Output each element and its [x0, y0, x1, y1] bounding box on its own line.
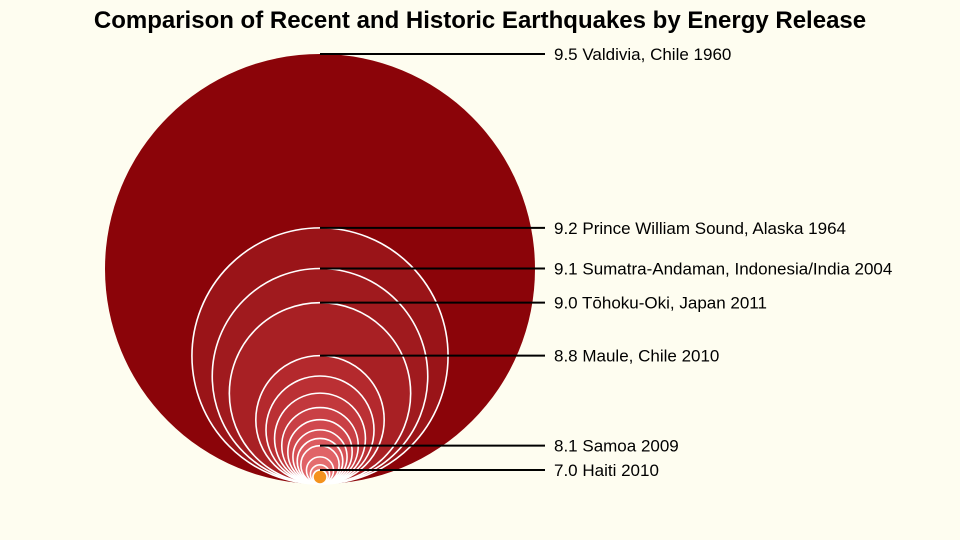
label-8-1-samoa-2009: 8.1 Samoa 2009: [554, 437, 679, 456]
chart-title: Comparison of Recent and Historic Earthq…: [94, 7, 866, 34]
label-9-1-sumatra-andaman-indo: 9.1 Sumatra-Andaman, Indonesia/India 200…: [554, 259, 892, 278]
label-7-0-haiti-2010: 7.0 Haiti 2010: [554, 461, 659, 480]
bubble-group: [105, 54, 535, 485]
label-8-8-maule-chile-2010: 8.8 Maule, Chile 2010: [554, 347, 719, 366]
label-9-5-valdivia-chile-1960: 9.5 Valdivia, Chile 1960: [554, 45, 731, 64]
leader-line-group: 9.5 Valdivia, Chile 1960 9.2 Prince Willi…: [320, 45, 892, 480]
label-9-0-t-hoku-oki-japan-201: 9.0 Tōhoku-Oki, Japan 2011: [554, 294, 767, 313]
bubble-m7: [312, 469, 328, 485]
label-9-2-prince-william-sound: 9.2 Prince William Sound, Alaska 1964: [554, 219, 846, 238]
